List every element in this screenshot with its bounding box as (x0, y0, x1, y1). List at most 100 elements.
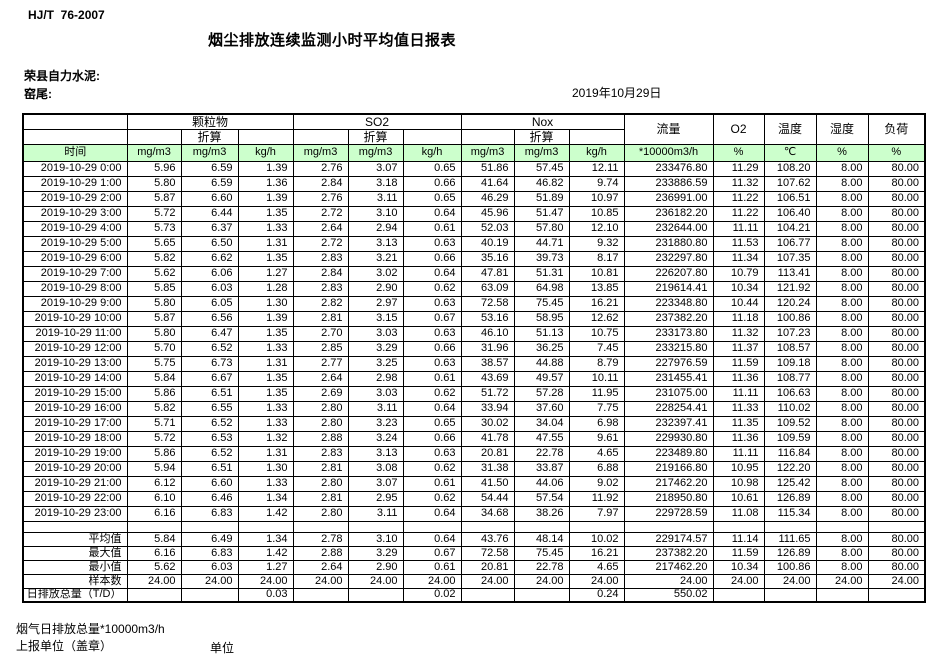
data-cell: 5.73 (126, 220, 182, 237)
summary-label: 样本数 (22, 573, 128, 589)
data-cell: 11.53 (712, 235, 765, 252)
data-cell: 0.66 (402, 250, 462, 267)
data-cell: 41.78 (460, 430, 515, 447)
data-cell: 6.53 (180, 430, 239, 447)
data-cell: 11.11 (712, 445, 765, 462)
data-cell: 0.63 (402, 295, 462, 312)
data-cell: 2.80 (292, 400, 349, 417)
summary-cell: 20.81 (460, 559, 515, 575)
row-time: 2019-10-29 13:00 (22, 355, 128, 372)
data-cell: 49.57 (513, 370, 570, 387)
data-cell: 10.98 (712, 475, 765, 492)
data-cell: 9.61 (568, 430, 625, 447)
summary-cell: 6.16 (126, 545, 182, 561)
summary-cell: 72.58 (460, 545, 515, 561)
header-converted-nox: 折算 (513, 128, 570, 145)
summary-cell: 80.00 (867, 559, 926, 575)
data-cell: 1.33 (237, 340, 294, 357)
summary-cell (347, 587, 404, 603)
data-cell: 8.00 (815, 445, 869, 462)
data-cell: 3.13 (347, 445, 404, 462)
header-group-pm: 颗粒物 (126, 113, 294, 130)
data-cell: 232397.41 (623, 415, 714, 432)
row-time: 2019-10-29 8:00 (22, 280, 128, 297)
data-cell: 51.72 (460, 385, 515, 402)
summary-cell (292, 587, 349, 603)
data-cell: 0.65 (402, 160, 462, 177)
data-cell: 2.80 (292, 475, 349, 492)
company-name: 荣县自力水泥: (24, 69, 100, 83)
data-cell: 236991.00 (623, 190, 714, 207)
data-cell: 1.28 (237, 280, 294, 297)
data-cell: 8.17 (568, 250, 625, 267)
summary-row: 最小值 5.62 6.03 1.27 2.64 2.90 0.61 20.81 22.78 4.6… (22, 559, 926, 575)
summary-cell: 2.78 (292, 531, 349, 547)
data-cell: 108.77 (763, 370, 817, 387)
summary-cell: 6.83 (180, 545, 239, 561)
data-cell: 106.77 (763, 235, 817, 252)
summary-cell: 24.00 (347, 573, 404, 589)
table-row: 2019-10-29 13:00 5.75 6.73 1.31 2.77 3.25 0.63… (22, 355, 926, 372)
data-cell: 232644.00 (623, 220, 714, 237)
empty-cell (292, 520, 349, 533)
table-row: 2019-10-29 4:00 5.73 6.37 1.33 2.64 2.94 0.61 5… (22, 220, 926, 237)
data-cell: 6.88 (568, 460, 625, 477)
data-cell: 6.52 (180, 445, 239, 462)
summary-cell: 0.61 (402, 559, 462, 575)
data-cell: 8.00 (815, 385, 869, 402)
table-row: 2019-10-29 7:00 5.62 6.06 1.27 2.84 3.02 0.64 4… (22, 265, 926, 282)
data-cell: 1.35 (237, 370, 294, 387)
data-cell: 0.62 (402, 385, 462, 402)
data-cell: 8.00 (815, 310, 869, 327)
table-row: 2019-10-29 11:00 5.80 6.47 1.35 2.70 3.03 0.63… (22, 325, 926, 342)
empty-cell (815, 520, 869, 533)
data-cell: 44.71 (513, 235, 570, 252)
summary-cell: 22.78 (513, 559, 570, 575)
data-cell: 57.80 (513, 220, 570, 237)
table-row: 2019-10-29 2:00 5.87 6.60 1.39 2.76 3.11 0.65 4… (22, 190, 926, 207)
table-row: 2019-10-29 10:00 5.87 6.56 1.39 2.81 3.15 0.67… (22, 310, 926, 327)
data-cell: 51.13 (513, 325, 570, 342)
header-empty-cell (126, 128, 182, 145)
table-row: 2019-10-29 20:00 5.94 6.51 1.30 2.81 3.08 0.62… (22, 460, 926, 477)
table-row: 2019-10-29 8:00 5.85 6.03 1.28 2.83 2.90 0.62 6… (22, 280, 926, 297)
empty-cell (867, 520, 926, 533)
data-cell: 11.32 (712, 175, 765, 192)
data-cell: 5.84 (126, 370, 182, 387)
summary-cell: 8.00 (815, 531, 869, 547)
data-cell: 80.00 (867, 505, 926, 522)
data-cell: 80.00 (867, 205, 926, 222)
data-cell: 6.44 (180, 205, 239, 222)
summary-cell: 237382.20 (623, 545, 714, 561)
data-cell: 2.80 (292, 415, 349, 432)
data-cell: 1.33 (237, 475, 294, 492)
data-cell: 80.00 (867, 310, 926, 327)
data-cell: 0.63 (402, 445, 462, 462)
data-cell: 0.63 (402, 355, 462, 372)
data-cell: 8.00 (815, 400, 869, 417)
data-cell: 0.61 (402, 475, 462, 492)
data-cell: 64.98 (513, 280, 570, 297)
row-time: 2019-10-29 12:00 (22, 340, 128, 357)
data-cell: 80.00 (867, 175, 926, 192)
data-cell: 8.00 (815, 220, 869, 237)
time-column-header: 时间 (22, 143, 128, 162)
data-cell: 11.22 (712, 205, 765, 222)
data-cell: 223489.80 (623, 445, 714, 462)
data-cell: 57.54 (513, 490, 570, 507)
data-cell: 2.77 (292, 355, 349, 372)
summary-cell: 229174.57 (623, 531, 714, 547)
data-cell: 104.21 (763, 220, 817, 237)
row-time: 2019-10-29 2:00 (22, 190, 128, 207)
data-cell: 5.65 (126, 235, 182, 252)
empty-cell (347, 520, 404, 533)
data-cell: 47.81 (460, 265, 515, 282)
summary-cell: 24.00 (867, 573, 926, 589)
summary-cell: 8.00 (815, 559, 869, 575)
data-cell: 0.61 (402, 370, 462, 387)
data-cell: 121.92 (763, 280, 817, 297)
summary-cell: 8.00 (815, 545, 869, 561)
data-cell: 2.90 (347, 280, 404, 297)
data-cell: 8.00 (815, 325, 869, 342)
data-cell: 3.15 (347, 310, 404, 327)
